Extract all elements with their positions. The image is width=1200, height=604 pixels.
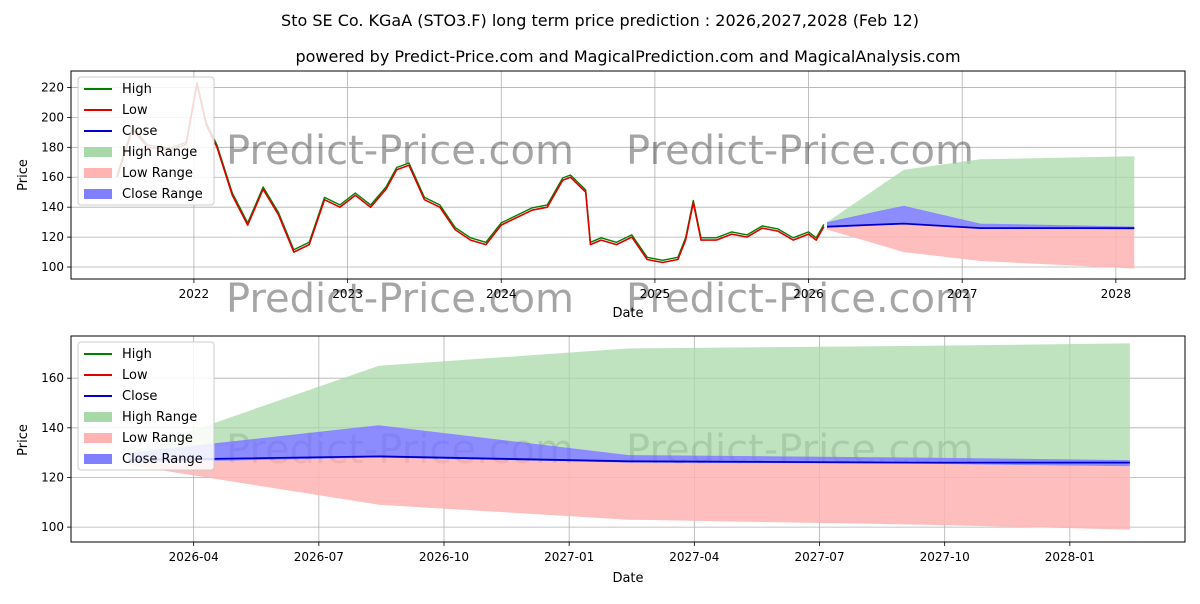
zoom-marks (128, 343, 1130, 530)
chart-title: Sto SE Co. KGaA (STO3.F) long term price… (281, 11, 919, 30)
overview-x-tick-label: 2028 (1101, 287, 1132, 301)
overview-legend-swatch (84, 168, 112, 178)
overview-x-axis-label: Date (612, 306, 643, 321)
overview-legend-label: Low Range (122, 166, 193, 181)
overview-low-range-band (827, 223, 1135, 269)
zoom-ticks: 2026-04 2026-07 2026-10 2027-01 2027-04 2027-… (41, 371, 1095, 564)
overview-high-range-band (827, 156, 1135, 229)
overview-legend-swatch (84, 189, 112, 199)
overview-y-tick-label: 180 (41, 140, 64, 154)
zoom-legend-label: Low Range (122, 431, 193, 446)
zoom-legend-swatch (84, 433, 112, 443)
overview-watermark: Predict-Price.com (626, 276, 974, 322)
overview-legend-label: High Range (122, 145, 197, 160)
overview-legend-label: Low (122, 103, 148, 118)
zoom-high-range-band (128, 343, 1130, 463)
zoom-legend-label: Close (122, 389, 157, 404)
overview-x-tick-label: 2023 (332, 287, 363, 301)
overview-ticks: 2022 2023 2024 2025 2026 2027 2028 100 120 140 160… (41, 80, 1131, 301)
zoom-panel: Predict-Price.com Predict-Price.com 2026… (16, 335, 1186, 586)
zoom-y-axis-label: Price (16, 424, 31, 456)
zoom-y-tick-label: 160 (41, 371, 64, 385)
zoom-x-tick-label: 2027-07 (794, 550, 844, 564)
zoom-x-axis-label: Date (612, 571, 643, 586)
overview-watermark: Predict-Price.com (626, 128, 974, 174)
overview-x-tick-label: 2024 (486, 287, 517, 301)
overview-y-tick-label: 100 (41, 260, 64, 274)
overview-plot-frame (70, 70, 1186, 280)
zoom-legend: High Low Close High Range Low Range Close Ran… (77, 341, 215, 471)
overview-legend-label: High (122, 82, 152, 97)
overview-y-tick-label: 120 (41, 230, 64, 244)
zoom-y-tick-label: 140 (41, 421, 64, 435)
overview-x-tick-label: 2027 (947, 287, 978, 301)
zoom-legend-swatch (84, 454, 112, 464)
overview-marks (116, 81, 1135, 269)
zoom-legend-label: High (122, 347, 152, 362)
overview-legend: High Low Close High Range Low Range Close Ran… (77, 76, 215, 206)
overview-x-tick-label: 2025 (640, 287, 671, 301)
overview-legend-label: Close (122, 124, 157, 139)
overview-y-tick-label: 160 (41, 170, 64, 184)
zoom-legend-label: Close Range (122, 452, 203, 467)
overview-y-tick-label: 220 (41, 80, 64, 94)
zoom-legend-swatch (84, 412, 112, 422)
overview-y-axis-label: Price (16, 159, 31, 191)
zoom-x-tick-label: 2027-04 (669, 550, 719, 564)
overview-close-range-band (827, 205, 1135, 230)
zoom-plot-frame (70, 335, 1186, 543)
overview-x-tick-label: 2026 (793, 287, 824, 301)
zoom-x-tick-label: 2028-01 (1045, 550, 1095, 564)
zoom-x-tick-label: 2026-04 (169, 550, 219, 564)
overview-legend-label: Close Range (122, 187, 203, 202)
overview-legend-swatch (84, 147, 112, 157)
zoom-y-tick-label: 120 (41, 470, 64, 484)
overview-watermark: Predict-Price.com (226, 128, 574, 174)
overview-panel: Predict-Price.com Predict-Price.com Pred… (16, 70, 1186, 322)
zoom-low-range-band (128, 457, 1130, 530)
overview-watermark: Predict-Price.com (226, 276, 574, 322)
zoom-legend-label: Low (122, 368, 148, 383)
zoom-forecast-close-line (128, 455, 1130, 464)
overview-x-tick-label: 2022 (179, 287, 210, 301)
zoom-x-tick-label: 2026-07 (294, 550, 344, 564)
zoom-x-tick-label: 2027-10 (920, 550, 970, 564)
chart-subtitle: powered by Predict-Price.com and Magical… (295, 47, 960, 66)
zoom-legend-label: High Range (122, 410, 197, 425)
overview-history-low-line (116, 83, 825, 264)
zoom-x-tick-label: 2026-10 (419, 550, 469, 564)
overview-history-high-line (116, 81, 825, 261)
overview-y-tick-label: 140 (41, 200, 64, 214)
zoom-x-tick-label: 2027-01 (544, 550, 594, 564)
zoom-y-tick-label: 100 (41, 520, 64, 534)
overview-forecast-close-line (826, 222, 1135, 230)
overview-y-tick-label: 200 (41, 110, 64, 124)
